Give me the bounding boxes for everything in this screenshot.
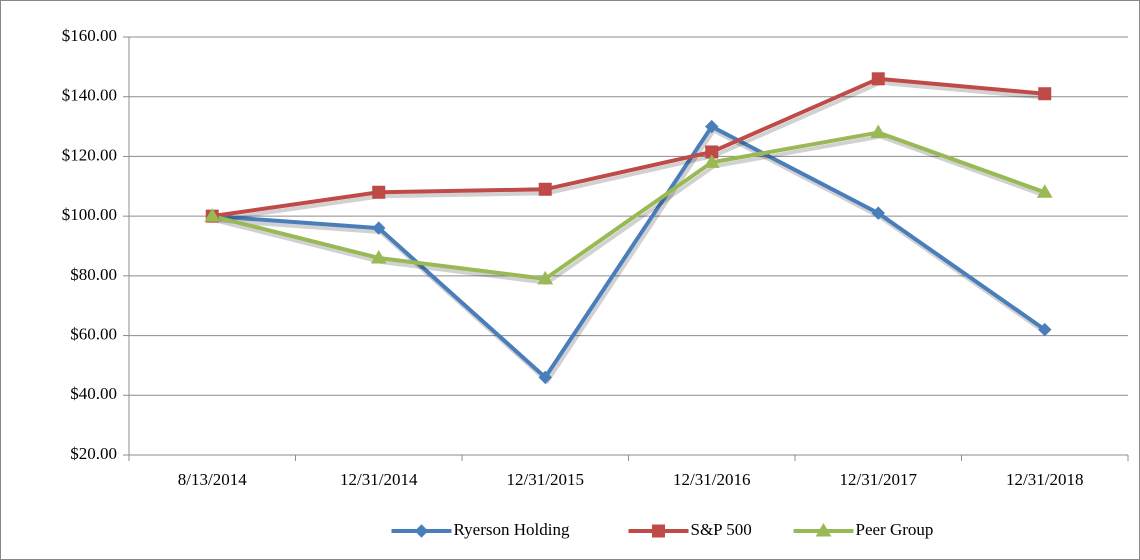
marker	[703, 154, 720, 168]
x-tick-label: 12/31/2017	[840, 470, 918, 489]
x-tick-label: 12/31/2015	[507, 470, 584, 489]
marker	[1036, 184, 1053, 198]
series-line	[211, 130, 1046, 281]
x-tick-label: 12/31/2014	[340, 470, 418, 489]
marker	[538, 182, 552, 196]
line-shadow	[213, 80, 1047, 223]
y-tick-label: $120.00	[62, 145, 117, 164]
y-tick-label: $140.00	[62, 86, 117, 105]
line-shadow	[213, 134, 1048, 285]
marker	[372, 221, 386, 235]
marker	[815, 523, 832, 537]
legend-label: S&P 500	[691, 520, 752, 539]
marker	[414, 524, 429, 538]
x-tick-label: 12/31/2016	[673, 470, 750, 489]
marker	[871, 206, 885, 220]
marker	[1038, 87, 1052, 101]
line-shadow	[214, 127, 1048, 385]
y-tick-label: $160.00	[62, 26, 117, 45]
series-line	[212, 124, 1046, 380]
marker	[538, 370, 552, 385]
marker	[705, 119, 719, 134]
marker	[870, 124, 887, 139]
series-line	[211, 76, 1045, 219]
marker	[652, 524, 665, 538]
marker	[871, 72, 885, 86]
x-tick-label: 12/31/2018	[1006, 470, 1083, 489]
y-tick-label: $20.00	[70, 444, 117, 463]
x-tick-label: 8/13/2014	[178, 470, 247, 489]
y-tick-label: $80.00	[70, 265, 117, 284]
marker	[370, 249, 387, 264]
marker	[204, 208, 221, 222]
marker	[372, 185, 386, 199]
y-tick-label: $100.00	[62, 205, 117, 224]
marker	[537, 270, 554, 285]
marker	[1038, 322, 1052, 337]
legend-label: Peer Group	[856, 520, 934, 539]
y-tick-label: $60.00	[70, 324, 117, 343]
y-tick-label: $40.00	[70, 384, 117, 403]
legend-label: Ryerson Holding	[454, 520, 570, 539]
